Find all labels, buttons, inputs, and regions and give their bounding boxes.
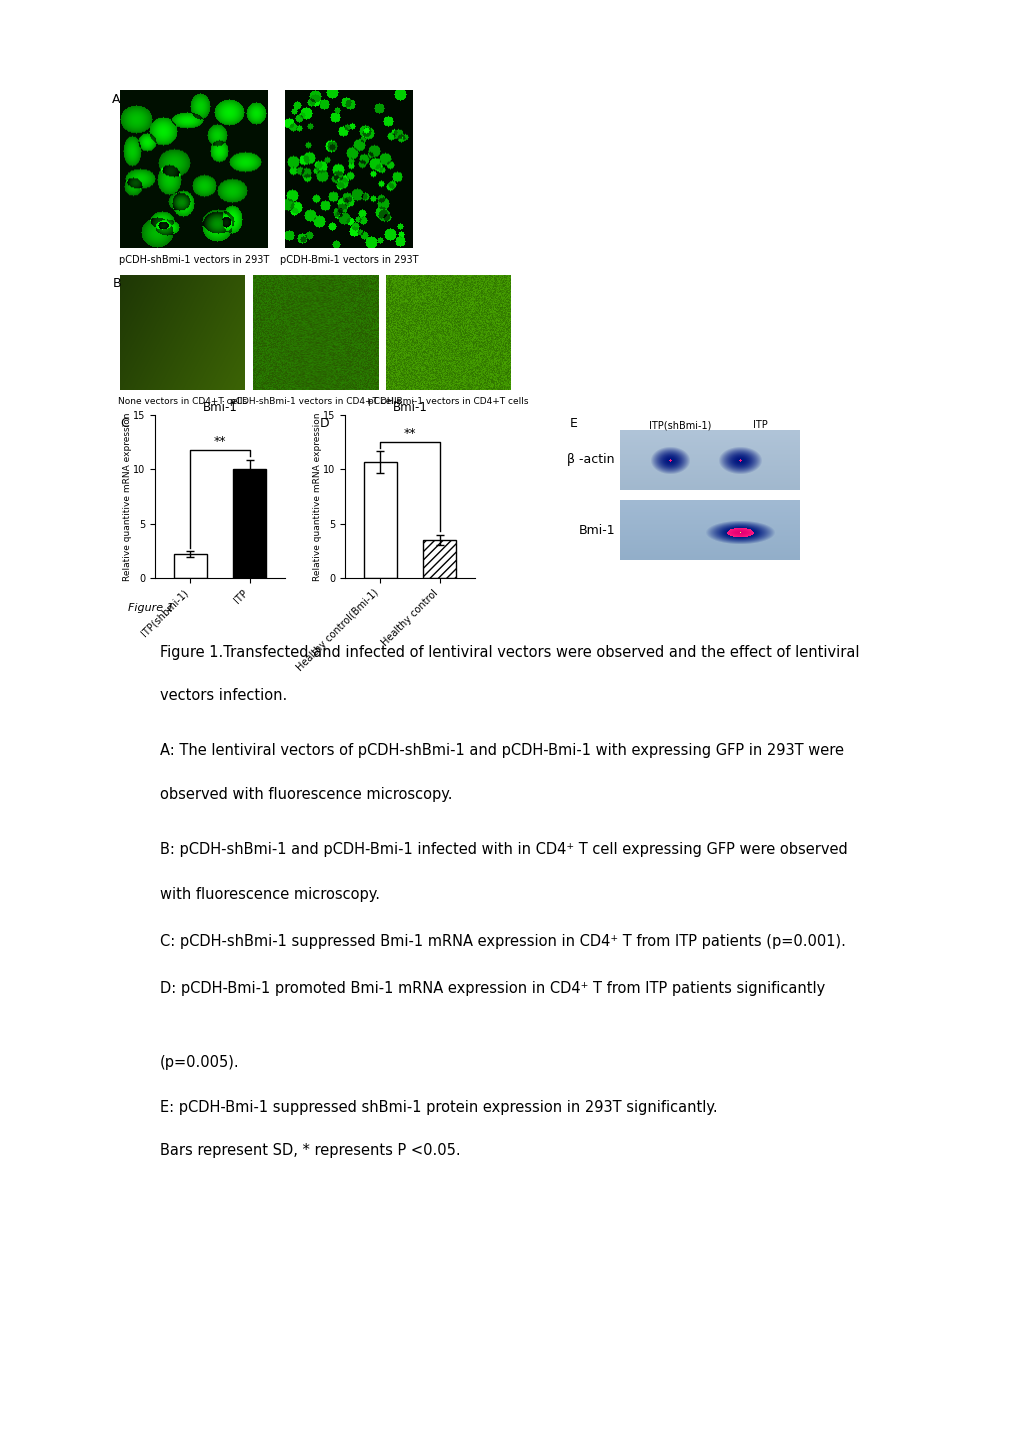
Text: D: pCDH-Bmi-1 promoted Bmi-1 mRNA expression in CD4⁺ T from ITP patients signifi: D: pCDH-Bmi-1 promoted Bmi-1 mRNA expres… [160,981,824,996]
Text: B: pCDH-shBmi-1 and pCDH-Bmi-1 infected with in CD4⁺ T cell expressing GFP were : B: pCDH-shBmi-1 and pCDH-Bmi-1 infected … [160,843,847,857]
Text: vectors infection.: vectors infection. [160,688,287,703]
Text: ITP(shBmi-1): ITP(shBmi-1) [648,420,710,430]
Text: E: E [570,417,578,430]
Text: Bars represent SD, * represents P <0.05.: Bars represent SD, * represents P <0.05. [160,1143,461,1157]
Text: **: ** [214,434,226,447]
Text: Figure 1.Transfected and infected of lentiviral vectors were observed and the ef: Figure 1.Transfected and infected of len… [160,645,859,659]
Text: A: A [112,92,120,105]
Text: with fluorescence microscopy.: with fluorescence microscopy. [160,887,380,902]
Bar [233,469,266,579]
Bar [423,540,455,579]
Text: pCDH-shBmi-1 vectors in CD4+T cells: pCDH-shBmi-1 vectors in CD4+T cells [229,397,400,405]
Text: Bmi-1: Bmi-1 [578,524,614,537]
Text: ITP: ITP [752,420,766,430]
Y-axis label: Relative quantitive mRNA expression: Relative quantitive mRNA expression [312,413,321,580]
Text: None vectors in CD4+T cells: None vectors in CD4+T cells [118,397,247,405]
Title: Bmi-1: Bmi-1 [392,401,427,414]
Text: β -actin: β -actin [567,453,614,466]
Text: D: D [320,417,329,430]
Text: **: ** [404,427,416,440]
Text: C: C [120,417,128,430]
Text: B: B [113,277,121,290]
Text: pCDH-Bmi-1 vectors in CD4+T cells: pCDH-Bmi-1 vectors in CD4+T cells [368,397,528,405]
Text: pCDH-shBmi-1 vectors in 293T: pCDH-shBmi-1 vectors in 293T [119,255,269,266]
Title: Bmi-1: Bmi-1 [203,401,237,414]
Text: C: pCDH-shBmi-1 suppressed Bmi-1 mRNA expression in CD4⁺ T from ITP patients (p=: C: pCDH-shBmi-1 suppressed Bmi-1 mRNA ex… [160,934,845,949]
Text: Figure 1: Figure 1 [127,603,173,613]
Text: observed with fluorescence microscopy.: observed with fluorescence microscopy. [160,786,452,802]
Text: pCDH-Bmi-1 vectors in 293T: pCDH-Bmi-1 vectors in 293T [279,255,418,266]
Y-axis label: Relative quantitive mRNA expression: Relative quantitive mRNA expression [122,413,131,580]
Bar [174,554,207,579]
Text: E: pCDH-Bmi-1 suppressed shBmi-1 protein expression in 293T significantly.: E: pCDH-Bmi-1 suppressed shBmi-1 protein… [160,1100,717,1115]
Text: (p=0.005).: (p=0.005). [160,1055,239,1071]
Bar [364,462,396,579]
Text: A: The lentiviral vectors of pCDH-shBmi-1 and pCDH-Bmi-1 with expressing GFP in : A: The lentiviral vectors of pCDH-shBmi-… [160,743,843,758]
